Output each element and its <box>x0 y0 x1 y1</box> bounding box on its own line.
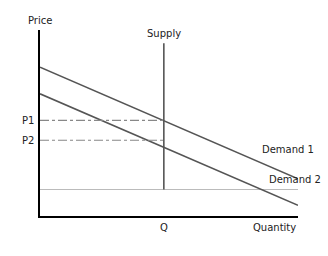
svg-text:Demand 2: Demand 2 <box>269 174 321 185</box>
svg-text:Quantity: Quantity <box>253 222 296 233</box>
svg-text:Supply: Supply <box>147 28 181 39</box>
svg-text:Demand 1: Demand 1 <box>262 144 314 155</box>
svg-text:Price: Price <box>28 15 52 26</box>
svg-text:P2: P2 <box>22 135 34 146</box>
svg-text:Q: Q <box>160 222 168 233</box>
svg-text:P1: P1 <box>22 115 34 126</box>
